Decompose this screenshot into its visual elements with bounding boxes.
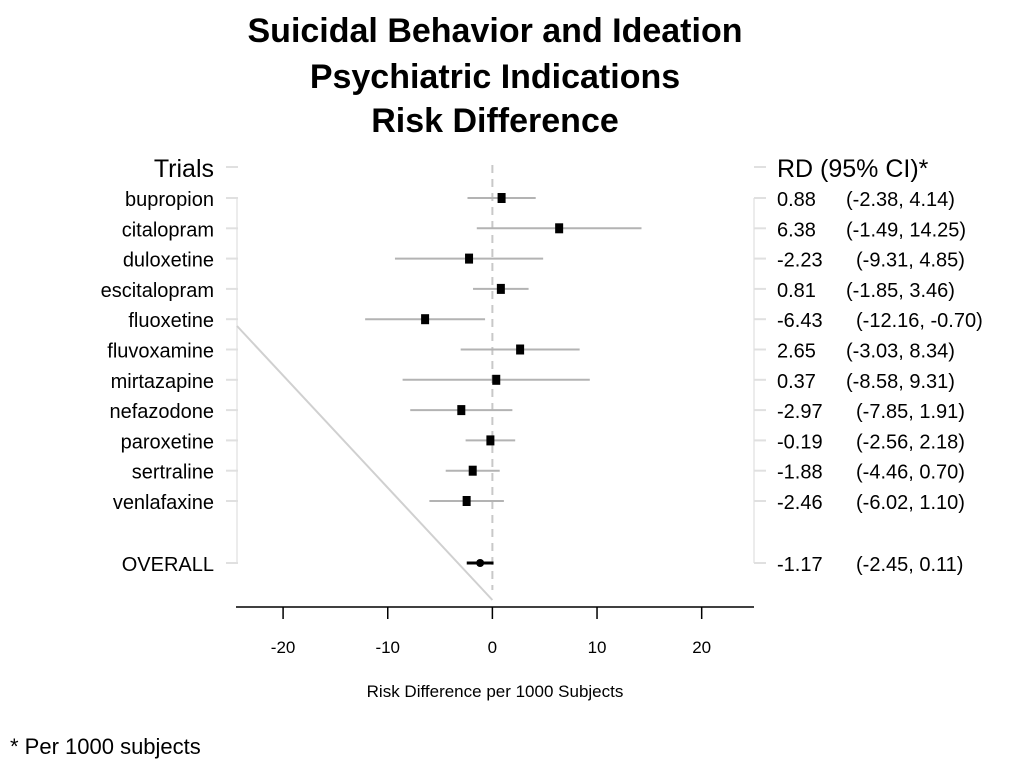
ci-value: (-3.03, 8.34)	[846, 341, 955, 363]
trial-label: citalopram	[122, 219, 214, 241]
ci-value: (-6.02, 1.10)	[856, 492, 965, 514]
ci-value: (-2.56, 2.18)	[856, 431, 965, 453]
rd-value: -6.43	[777, 310, 823, 332]
trial-row: bupropion 0.88 (-2.38, 4.14)	[125, 189, 955, 211]
point-estimate-marker	[486, 435, 495, 446]
rd-value: -1.88	[777, 462, 823, 484]
ci-value: (-1.85, 3.46)	[846, 280, 955, 302]
rd-value: 0.88	[777, 189, 816, 211]
trial-row: mirtazapine 0.37 (-8.58, 9.31)	[111, 371, 955, 393]
ci-value: (-8.58, 9.31)	[846, 371, 955, 393]
trial-label: sertraline	[132, 462, 214, 484]
trial-label: fluvoxamine	[107, 341, 214, 363]
trial-row: duloxetine -2.23 (-9.31, 4.85)	[123, 250, 965, 272]
point-estimate-marker	[516, 344, 525, 355]
rd-value: -2.46	[777, 492, 823, 514]
trial-row: fluoxetine -6.43 (-12.16, -0.70)	[128, 310, 982, 332]
rd-value: -2.97	[777, 401, 823, 423]
rd-value: -2.23	[777, 250, 823, 272]
point-estimate-marker	[555, 223, 564, 234]
ci-value: (-2.38, 4.14)	[846, 189, 955, 211]
trial-row: sertraline -1.88 (-4.46, 0.70)	[132, 462, 965, 484]
ci-value: (-9.31, 4.85)	[856, 250, 965, 272]
rd-value: 0.81	[777, 280, 816, 302]
trial-row: fluvoxamine 2.65 (-3.03, 8.34)	[107, 341, 955, 363]
trial-label: fluoxetine	[128, 310, 214, 332]
trial-label: mirtazapine	[111, 371, 214, 393]
right-column-header: RD (95% CI)*	[777, 155, 929, 183]
ci-value: (-7.85, 1.91)	[856, 401, 965, 423]
ci-value: (-2.45, 0.11)	[856, 554, 963, 576]
overall-row: OVERALL -1.17 (-2.45, 0.11)	[122, 554, 964, 576]
trial-row: citalopram 6.38 (-1.49, 14.25)	[122, 219, 966, 241]
trial-row: paroxetine -0.19 (-2.56, 2.18)	[121, 431, 965, 453]
point-estimate-marker	[457, 405, 466, 416]
x-tick-label: -20	[271, 638, 296, 657]
point-estimate-marker	[497, 193, 506, 203]
rd-value: 6.38	[777, 219, 816, 241]
point-estimate-marker	[421, 314, 430, 325]
chart-title-line3: Risk Difference	[371, 102, 619, 140]
x-axis: -20 -10 0 10 20	[236, 606, 754, 657]
point-estimate-marker	[492, 374, 501, 385]
point-estimate-marker	[468, 465, 477, 476]
trial-row: venlafaxine -2.46 (-6.02, 1.10)	[113, 492, 965, 514]
x-axis-label: Risk Difference per 1000 Subjects	[367, 682, 624, 701]
left-column-header: Trials	[154, 155, 214, 183]
trial-label: bupropion	[125, 189, 214, 211]
ci-value: (-12.16, -0.70)	[856, 310, 983, 332]
trial-label: duloxetine	[123, 250, 214, 272]
x-tick-label: 20	[692, 638, 711, 657]
rd-value: -1.17	[777, 554, 823, 576]
rd-value: -0.19	[777, 431, 823, 453]
ci-value: (-1.49, 14.25)	[846, 219, 966, 241]
trial-label: venlafaxine	[113, 492, 214, 514]
point-estimate-marker	[462, 496, 471, 506]
trial-label: nefazodone	[109, 401, 214, 423]
diagonal-guide-line	[236, 325, 494, 601]
x-tick-label: 0	[488, 638, 497, 657]
x-tick-label: 10	[588, 638, 607, 657]
chart-title-line2: Psychiatric Indications	[309, 58, 681, 96]
forest-rows: bupropion 0.88 (-2.38, 4.14) citalopram 6.38…	[101, 189, 983, 576]
x-tick-label: -10	[375, 638, 400, 657]
footnote: * Per 1000 subjects	[10, 734, 201, 759]
rd-value: 2.65	[777, 341, 816, 363]
trial-row: nefazodone -2.97 (-7.85, 1.91)	[109, 401, 965, 423]
point-estimate-marker	[496, 283, 505, 294]
ci-value: (-4.46, 0.70)	[856, 462, 965, 484]
rd-value: 0.37	[777, 371, 816, 393]
trial-row: escitalopram 0.81 (-1.85, 3.46)	[101, 280, 955, 302]
trial-label: paroxetine	[121, 431, 214, 453]
overall-label: OVERALL	[122, 554, 214, 576]
overall-estimate-marker	[476, 559, 485, 567]
chart-title-line1: Suicidal Behavior and Ideation	[247, 12, 743, 50]
point-estimate-marker	[465, 253, 474, 264]
trial-label: escitalopram	[101, 280, 214, 302]
